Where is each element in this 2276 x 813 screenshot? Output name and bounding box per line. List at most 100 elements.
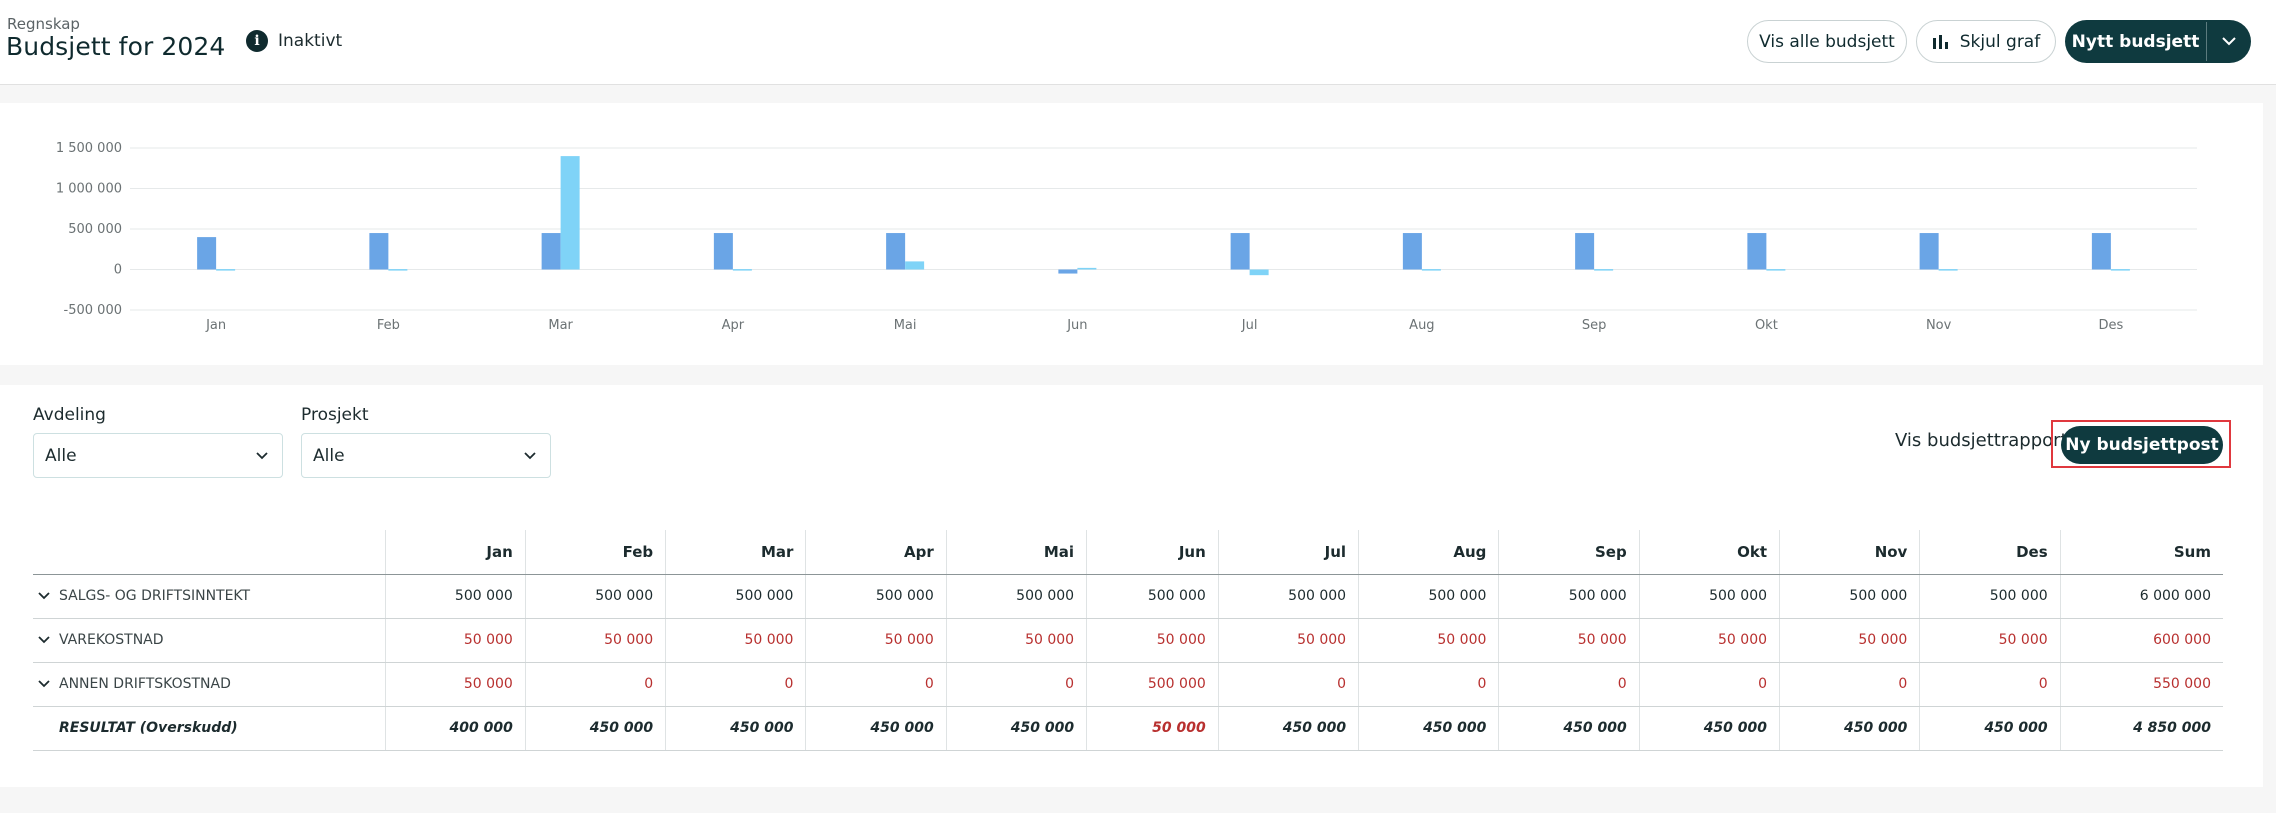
chart-bar[interactable] <box>732 269 752 271</box>
column-header: Sum <box>2060 530 2223 575</box>
chevron-down-icon <box>256 451 268 459</box>
column-header: Jan <box>385 530 526 575</box>
chart-bar[interactable] <box>388 269 408 271</box>
new-budget-label: Nytt budsjett <box>2071 31 2200 52</box>
table-cell: 50 000 <box>946 618 1088 663</box>
y-tick-label: -500 000 <box>64 303 122 318</box>
budget-table: Jan Feb Mar Apr Mai Jun Jul Aug Sep Okt Nov Des Sum … <box>33 530 2223 751</box>
x-tick-label: Mar <box>548 318 573 333</box>
page-title: Budsjett for 2024 <box>6 32 226 61</box>
chart-bar[interactable] <box>1575 233 1595 270</box>
chevron-down-icon[interactable] <box>37 677 59 692</box>
chart-bar[interactable] <box>1249 269 1269 276</box>
chart-bar[interactable] <box>2091 233 2111 270</box>
table-row[interactable]: ANNEN DRIFTSKOSTNAD 50 000 0 0 0 0 500 000 0 0 0 0… <box>33 662 2223 707</box>
chart-bar[interactable] <box>1421 269 1441 271</box>
column-header: Apr <box>805 530 947 575</box>
chart-bar[interactable] <box>1747 233 1767 270</box>
table-cell: 500 000 <box>525 574 667 619</box>
row-label[interactable]: SALGS- OG DRIFTSINNTEKT <box>33 574 386 619</box>
column-header: Jun <box>1086 530 1219 575</box>
table-cell: 500 000 <box>805 574 947 619</box>
chevron-down-icon <box>524 451 536 459</box>
table-cell: 4 850 000 <box>2060 706 2223 751</box>
chart-bar[interactable] <box>541 233 561 270</box>
table-cell: 500 000 <box>1086 574 1219 619</box>
table-cell: 450 000 <box>1218 706 1360 751</box>
chart-bar[interactable] <box>905 261 925 270</box>
table-cell: 450 000 <box>1919 706 2061 751</box>
hide-graph-label: Skjul graf <box>1959 31 2041 52</box>
chart-bar[interactable] <box>1938 269 1958 271</box>
table-cell: 0 <box>1498 662 1640 707</box>
table-cell: 50 000 <box>1498 618 1640 663</box>
table-cell: 550 000 <box>2060 662 2223 707</box>
table-cell: 0 <box>525 662 667 707</box>
new-post-highlight: Ny budsjettpost <box>2051 420 2231 468</box>
table-cell: 50 000 <box>1779 618 1921 663</box>
chart-bar[interactable] <box>1594 269 1614 271</box>
table-header-blank <box>33 530 386 575</box>
table-cell: 50 000 <box>1218 618 1360 663</box>
x-tick-label: Aug <box>1409 318 1434 333</box>
chart-bar[interactable] <box>197 237 217 270</box>
x-tick-label: Jan <box>205 318 226 333</box>
chart-bar[interactable] <box>1230 233 1250 270</box>
y-tick-label: 0 <box>114 263 122 278</box>
chart-bar[interactable] <box>216 269 236 271</box>
bar-chart-icon <box>1932 34 1948 49</box>
project-select[interactable]: Alle <box>301 433 551 478</box>
project-label: Prosjekt <box>301 405 369 425</box>
hide-graph-button[interactable]: Skjul graf <box>1916 20 2056 63</box>
table-cell: 450 000 <box>946 706 1088 751</box>
table-cell: 450 000 <box>1779 706 1921 751</box>
chart-bar[interactable] <box>886 233 906 270</box>
chart-bar[interactable] <box>713 233 733 270</box>
chart-bar[interactable] <box>2110 269 2130 271</box>
chart-bar[interactable] <box>560 156 580 270</box>
table-cell: 50 000 <box>665 618 807 663</box>
table-cell: 0 <box>1779 662 1921 707</box>
show-all-budgets-button[interactable]: Vis alle budsjett <box>1747 20 1907 63</box>
table-cell: 500 000 <box>1639 574 1781 619</box>
table-cell: 450 000 <box>805 706 947 751</box>
page-header: Regnskap Budsjett for 2024 i Inaktivt Vi… <box>0 0 2276 85</box>
budget-report-link[interactable]: Vis budsjettrapport <box>1895 430 2068 451</box>
budget-table-panel: Avdeling Alle Prosjekt Alle Vis budsjett… <box>0 385 2263 787</box>
column-header: Okt <box>1639 530 1781 575</box>
x-tick-label: Mai <box>894 318 917 333</box>
chevron-down-icon[interactable] <box>37 589 59 604</box>
department-select[interactable]: Alle <box>33 433 283 478</box>
column-header: Sep <box>1498 530 1640 575</box>
budget-chart: 1 500 000 1 000 000 500 000 0 -500 000 Jan Feb… <box>0 103 2263 365</box>
table-cell: 0 <box>946 662 1088 707</box>
table-cell: 500 000 <box>1086 662 1219 707</box>
chevron-down-icon[interactable] <box>37 633 59 648</box>
chart-bar[interactable] <box>369 233 389 270</box>
x-tick-label: Apr <box>722 318 745 333</box>
table-cell: 0 <box>1919 662 2061 707</box>
new-budget-post-button[interactable]: Ny budsjettpost <box>2061 426 2223 464</box>
table-cell: 500 000 <box>1358 574 1500 619</box>
column-header: Mar <box>665 530 807 575</box>
table-row[interactable]: VAREKOSTNAD 50 000 50 000 50 000 50 000 50 00… <box>33 618 2223 663</box>
split-divider <box>2206 22 2207 61</box>
chart-bar[interactable] <box>1919 233 1939 270</box>
chart-bar[interactable] <box>1766 269 1786 271</box>
chart-bar[interactable] <box>1058 269 1078 274</box>
chart-bar[interactable] <box>1402 233 1422 270</box>
chart-bar[interactable] <box>1077 267 1097 270</box>
department-label: Avdeling <box>33 405 106 425</box>
row-label[interactable]: VAREKOSTNAD <box>33 618 386 663</box>
table-cell: 0 <box>1639 662 1781 707</box>
table-cell: 50 000 <box>385 618 526 663</box>
table-cell: 500 000 <box>1498 574 1640 619</box>
row-label[interactable]: ANNEN DRIFTSKOSTNAD <box>33 662 386 707</box>
table-cell: 0 <box>1218 662 1360 707</box>
status-text: Inaktivt <box>278 31 343 51</box>
column-header: Des <box>1919 530 2061 575</box>
new-budget-button[interactable]: Nytt budsjett <box>2065 20 2206 63</box>
new-budget-menu-toggle[interactable] <box>2207 20 2251 63</box>
table-row[interactable]: SALGS- OG DRIFTSINNTEKT 500 000 500 000 500… <box>33 574 2223 619</box>
breadcrumb[interactable]: Regnskap <box>7 15 80 33</box>
